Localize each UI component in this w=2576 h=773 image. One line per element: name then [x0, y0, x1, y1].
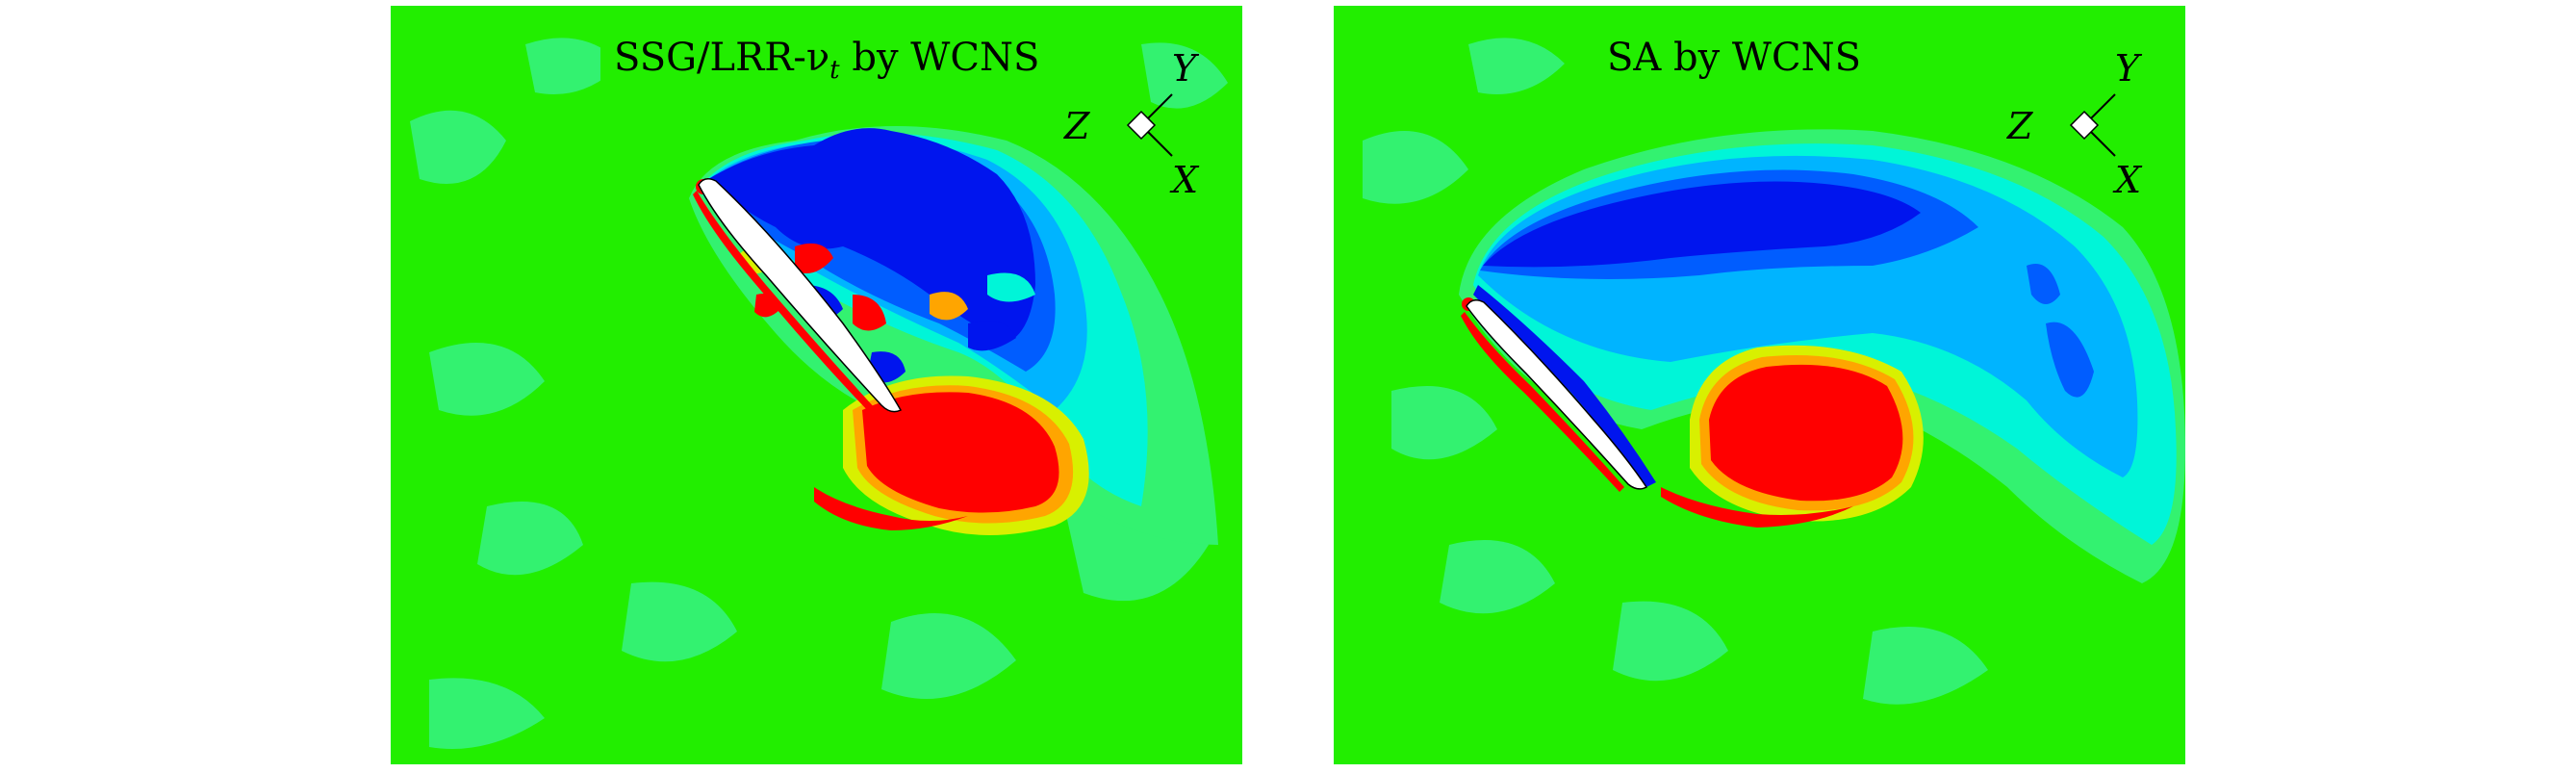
- title-tail: by WCNS: [839, 36, 1040, 80]
- contour-light-green-patch: [881, 613, 1016, 699]
- title-main: SA by WCNS: [1607, 36, 1862, 80]
- trailing-edge-shear: [814, 487, 968, 530]
- airfoil-profile: [1466, 299, 1648, 490]
- axes-triad-lines: [1126, 93, 1173, 157]
- contour-light-green-patch: [622, 581, 737, 662]
- axis-label-x: X: [2115, 159, 2142, 201]
- lower-vortex-core: [862, 392, 1059, 513]
- contour-light-green-patch: [1468, 38, 1565, 94]
- axis-label-z: Z: [2007, 105, 2033, 147]
- contour-light-green-patch: [525, 38, 622, 94]
- contour-light-green-patch: [477, 502, 583, 576]
- pressure-side-layer: [1461, 312, 1624, 492]
- panel-title: SA by WCNS: [1594, 29, 1875, 87]
- vorticity-contour-field-right: [1363, 38, 2185, 705]
- contour-light-green-patch: [1863, 627, 1988, 705]
- vorticity-contour-field-left: [410, 38, 1228, 749]
- panel-title: SSG/LRR-νt by WCNS: [600, 29, 1054, 87]
- contour-light-green-patch: [1440, 540, 1555, 614]
- upper-vortex-core: [1483, 181, 1921, 268]
- contour-light-green-patch: [1613, 601, 1728, 682]
- title-subscript: t: [829, 56, 840, 85]
- contour-panel-sa: SA by WCNS Y X Z: [1334, 6, 2185, 764]
- contour-light-green-patch: [429, 678, 545, 749]
- mid-region-orange-blob: [930, 292, 968, 321]
- axes-triad-lines: [2069, 93, 2116, 157]
- trailing-edge-shear: [1661, 487, 1853, 528]
- pressure-side-layer: [693, 191, 877, 415]
- lower-vortex-core: [1709, 364, 1903, 502]
- mid-region-red-blob: [795, 243, 833, 274]
- contour-light-green-patch: [1391, 386, 1497, 460]
- mid-region-red-blob: [853, 295, 886, 331]
- axes-triad: Y X Z: [1064, 40, 1209, 214]
- axis-label-x: X: [1172, 159, 1199, 201]
- contour-panel-ssg-lrr: SSG/LRR-νt by WCNS Y X Z: [391, 6, 1242, 764]
- contour-light-green-patch: [410, 110, 506, 184]
- axis-label-y: Y: [1172, 47, 1197, 90]
- upper-vortex-core: [708, 128, 1035, 343]
- axes-triad: Y X Z: [2007, 40, 2152, 214]
- contour-light-green-patch: [1141, 42, 1228, 109]
- contour-light-green-patch: [1363, 131, 1468, 204]
- axis-label-y: Y: [2115, 47, 2140, 90]
- wake-blue-streak: [2046, 322, 2094, 398]
- wake-blue-streak: [2027, 264, 2060, 304]
- airfoil-profile: [698, 178, 903, 413]
- mid-region-blue-blob: [968, 321, 1016, 351]
- contour-light-green-patch: [429, 343, 545, 416]
- axis-label-z: Z: [1064, 105, 1090, 147]
- title-main: SSG/LRR-ν: [614, 36, 830, 80]
- mid-region-cyan-blob: [987, 272, 1035, 302]
